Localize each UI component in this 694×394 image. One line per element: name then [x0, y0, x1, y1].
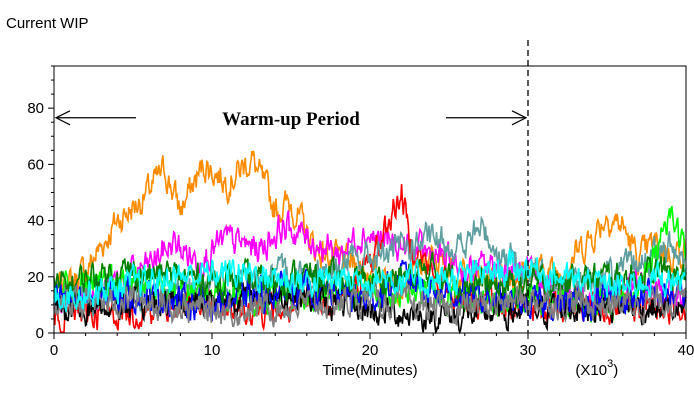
x-multiplier-base: (X10: [575, 362, 607, 379]
x-axis: 0 10 20 30 40: [50, 333, 694, 359]
x-tick-label: 10: [204, 342, 221, 359]
x-tick-label: 0: [50, 342, 58, 359]
y-tick-label: 80: [27, 100, 44, 117]
series-group: [53, 150, 687, 335]
warmup-annotation: Warm-up Period: [54, 109, 528, 130]
annotation-text: Warm-up Period: [222, 109, 360, 130]
series-line-9: [53, 277, 687, 328]
x-multiplier-close: ): [613, 362, 618, 379]
x-tick-label: 30: [520, 342, 537, 359]
y-axis: 0 20 40 60 80: [27, 65, 54, 342]
x-multiplier-exponent: 3: [607, 358, 613, 370]
chart-title: Current WIP: [6, 15, 89, 32]
arrowhead-left: [54, 110, 71, 126]
y-tick-label: 40: [27, 213, 44, 230]
y-tick-label: 0: [36, 325, 44, 342]
x-tick-label: 40: [678, 342, 694, 359]
x-axis-multiplier: (X103): [575, 358, 618, 379]
x-axis-label: Time(Minutes): [322, 362, 417, 379]
arrowhead-right: [511, 110, 528, 126]
series-line-4: [53, 215, 687, 317]
x-tick-label: 20: [362, 342, 379, 359]
y-tick-label: 60: [27, 156, 44, 173]
y-tick-label: 20: [27, 269, 44, 286]
series-line-10: [53, 248, 687, 313]
